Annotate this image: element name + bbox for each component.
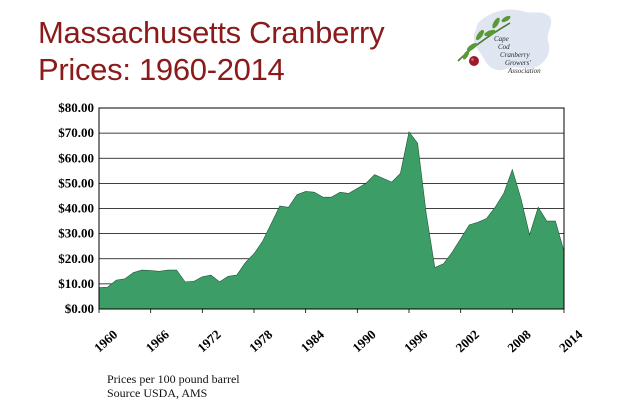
caption-line-1: Prices per 100 pound barrel xyxy=(107,372,240,386)
x-tick-label: 1960 xyxy=(91,327,120,356)
title-line-2: Prices: 1960-2014 xyxy=(38,52,285,87)
logo-leaf xyxy=(466,42,478,52)
logo-text-line-3: Cranberry xyxy=(500,51,530,59)
x-tick-label: 2002 xyxy=(453,327,482,356)
title-line-1: Massachusetts Cranberry xyxy=(38,15,385,50)
x-tick-label: 1990 xyxy=(349,327,378,356)
logo-text-line-4: Growers' xyxy=(505,59,531,67)
x-tick-label: 1978 xyxy=(246,326,276,355)
chart-title: Massachusetts Cranberry Prices: 1960-201… xyxy=(38,14,385,88)
logo-leaf xyxy=(501,15,511,23)
y-tick-label: $70.00 xyxy=(58,125,94,140)
logo-text-line-5: Association xyxy=(507,67,541,75)
x-tick-label: 2014 xyxy=(556,326,586,355)
x-tick-label: 2008 xyxy=(504,326,534,355)
y-tick-label: $0.00 xyxy=(65,301,94,316)
y-tick-label: $60.00 xyxy=(58,150,94,165)
y-tick-label: $30.00 xyxy=(58,226,94,241)
logo-branch xyxy=(457,22,511,62)
plot-frame xyxy=(98,107,565,310)
y-tick-label: $40.00 xyxy=(58,201,94,216)
x-tick-label: 1966 xyxy=(143,326,173,355)
x-tick-label: 1972 xyxy=(194,327,223,356)
y-tick-label: $50.00 xyxy=(58,175,94,190)
logo-cranberry-highlight xyxy=(471,58,474,61)
caption-line-2: Source USDA, AMS xyxy=(107,386,208,400)
y-tick-label: $80.00 xyxy=(58,100,94,115)
logo-leaf xyxy=(475,29,485,41)
logo-leaf xyxy=(462,50,470,60)
logo-text-line-2: Cod xyxy=(498,43,510,51)
x-tick-label: 1984 xyxy=(298,326,328,355)
logo-cranberry xyxy=(469,56,479,66)
logo-text-line-1: Cape xyxy=(494,35,509,43)
x-tick-label: 1996 xyxy=(401,326,431,355)
logo-leaf xyxy=(484,29,496,37)
price-area-series xyxy=(98,131,565,310)
logo-leaf xyxy=(492,17,500,29)
cape-cod-cranberry-growers-logo: Cape Cod Cranberry Growers' Association xyxy=(457,9,552,75)
y-tick-label: $10.00 xyxy=(58,276,94,291)
y-tick-label: $20.00 xyxy=(58,251,94,266)
chart-caption: Prices per 100 pound barrel Source USDA,… xyxy=(107,372,240,400)
